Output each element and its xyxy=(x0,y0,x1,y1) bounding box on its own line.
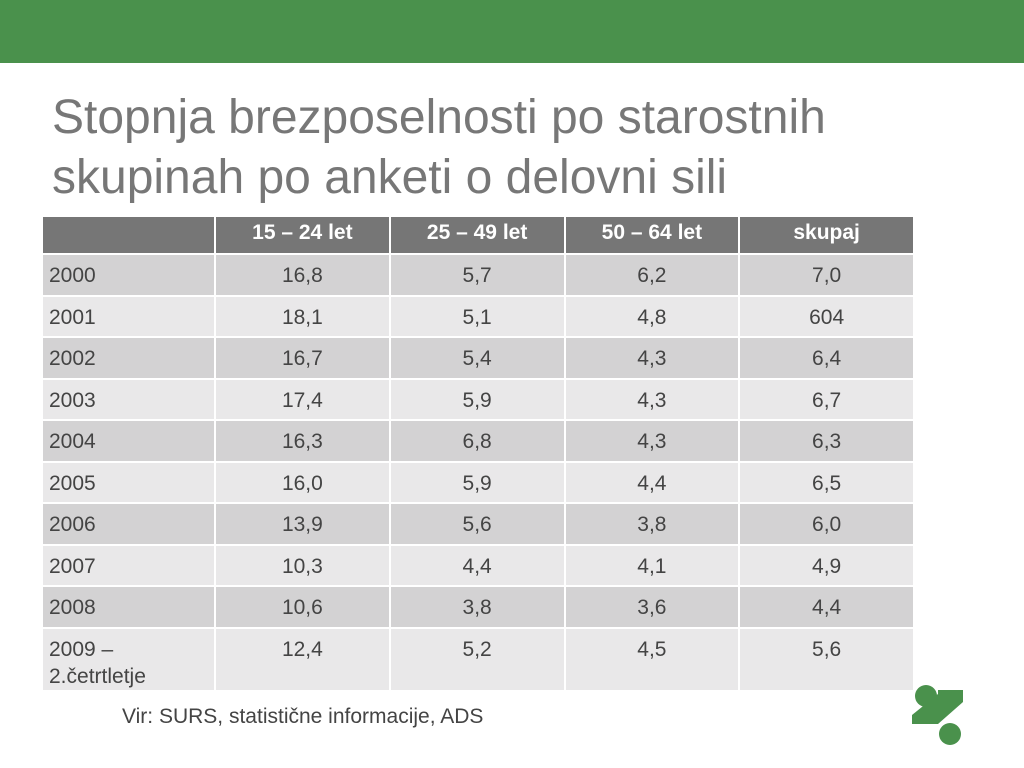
table-row: 2002 16,7 5,4 4,3 6,4 xyxy=(41,336,915,380)
year-cell: 2001 xyxy=(41,294,216,338)
value-cell: 5,9 xyxy=(388,377,566,421)
header-cell-25-49: 25 – 49 let xyxy=(388,215,566,255)
value-cell: 18,1 xyxy=(214,294,391,338)
year-cell: 2000 xyxy=(41,253,216,297)
table-row: 2007 10,3 4,4 4,1 4,9 xyxy=(41,543,915,587)
value-cell: 604 xyxy=(738,294,915,338)
table-row: 2006 13,9 5,6 3,8 6,0 xyxy=(41,502,915,546)
value-cell: 17,4 xyxy=(214,377,391,421)
value-cell: 16,7 xyxy=(214,336,391,380)
value-cell: 6,4 xyxy=(738,336,915,380)
value-cell: 4,4 xyxy=(563,460,741,504)
unemployment-table: 15 – 24 let 25 – 49 let 50 – 64 let skup… xyxy=(41,215,915,692)
green-question-mark-logo-icon xyxy=(908,682,968,746)
header-cell-empty xyxy=(41,215,216,255)
table-row: 2008 10,6 3,8 3,6 4,4 xyxy=(41,585,915,629)
year-cell: 2008 xyxy=(41,585,216,629)
value-cell: 4,9 xyxy=(738,543,915,587)
year-cell: 2004 xyxy=(41,419,216,463)
value-cell: 4,1 xyxy=(563,543,741,587)
value-cell: 5,9 xyxy=(388,460,566,504)
table-row: 2003 17,4 5,9 4,3 6,7 xyxy=(41,377,915,421)
value-cell: 5,7 xyxy=(388,253,566,297)
year-cell: 2007 xyxy=(41,543,216,587)
year-cell: 2002 xyxy=(41,336,216,380)
year-cell: 2005 xyxy=(41,460,216,504)
value-cell: 12,4 xyxy=(214,626,391,692)
value-cell: 3,8 xyxy=(563,502,741,546)
value-cell: 6,7 xyxy=(738,377,915,421)
table-header-row: 15 – 24 let 25 – 49 let 50 – 64 let skup… xyxy=(41,215,915,255)
value-cell: 16,8 xyxy=(214,253,391,297)
header-cell-15-24: 15 – 24 let xyxy=(214,215,391,255)
table-row: 2004 16,3 6,8 4,3 6,3 xyxy=(41,419,915,463)
value-cell: 4,4 xyxy=(388,543,566,587)
value-cell: 6,3 xyxy=(738,419,915,463)
value-cell: 10,3 xyxy=(214,543,391,587)
value-cell: 5,1 xyxy=(388,294,566,338)
year-cell: 2006 xyxy=(41,502,216,546)
value-cell: 6,5 xyxy=(738,460,915,504)
year-cell: 2003 xyxy=(41,377,216,421)
value-cell: 16,0 xyxy=(214,460,391,504)
year-cell: 2009 – 2.četrtletje xyxy=(41,626,216,692)
value-cell: 5,2 xyxy=(388,626,566,692)
value-cell: 13,9 xyxy=(214,502,391,546)
value-cell: 4,8 xyxy=(563,294,741,338)
header-cell-total: skupaj xyxy=(738,215,915,255)
value-cell: 4,4 xyxy=(738,585,915,629)
value-cell: 10,6 xyxy=(214,585,391,629)
value-cell: 16,3 xyxy=(214,419,391,463)
table-row: 2000 16,8 5,7 6,2 7,0 xyxy=(41,253,915,297)
table-row: 2009 – 2.četrtletje 12,4 5,2 4,5 5,6 xyxy=(41,626,915,692)
table-row: 2001 18,1 5,1 4,8 604 xyxy=(41,294,915,338)
value-cell: 4,5 xyxy=(563,626,741,692)
value-cell: 4,3 xyxy=(563,419,741,463)
value-cell: 4,3 xyxy=(563,377,741,421)
value-cell: 7,0 xyxy=(738,253,915,297)
value-cell: 5,6 xyxy=(388,502,566,546)
source-note: Vir: SURS, statistične informacije, ADS xyxy=(122,705,484,728)
value-cell: 5,6 xyxy=(738,626,915,692)
value-cell: 3,8 xyxy=(388,585,566,629)
slide-title-line-1: Stopnja brezposelnosti po starostnih xyxy=(52,91,826,144)
slide-title: Stopnja brezposelnosti po starostnih sku… xyxy=(52,88,952,208)
slide-title-line-2: skupinah po anketi o delovni sili xyxy=(52,151,728,204)
value-cell: 4,3 xyxy=(563,336,741,380)
value-cell: 5,4 xyxy=(388,336,566,380)
top-green-band xyxy=(0,0,1024,63)
header-cell-50-64: 50 – 64 let xyxy=(563,215,741,255)
value-cell: 6,8 xyxy=(388,419,566,463)
value-cell: 6,2 xyxy=(563,253,741,297)
value-cell: 3,6 xyxy=(563,585,741,629)
value-cell: 6,0 xyxy=(738,502,915,546)
table-row: 2005 16,0 5,9 4,4 6,5 xyxy=(41,460,915,504)
